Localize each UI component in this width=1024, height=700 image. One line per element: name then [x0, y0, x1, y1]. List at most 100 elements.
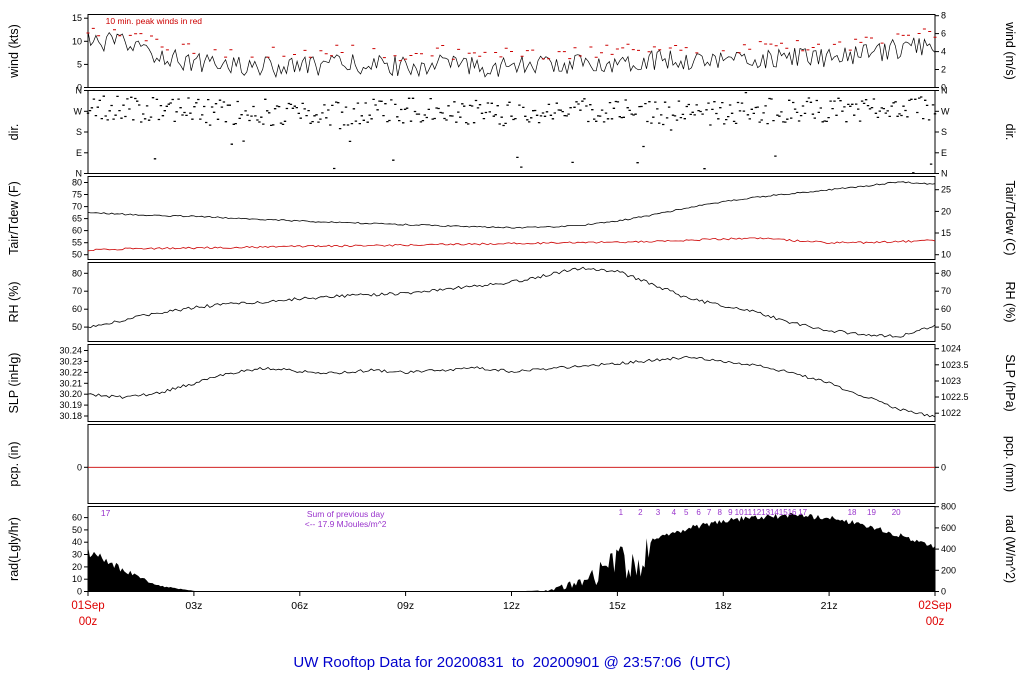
- x-end-date: 02Sep: [918, 600, 952, 612]
- dir-left-axis-title-text: dir.: [7, 123, 21, 141]
- x-start-label: 01Sep 00z: [71, 598, 104, 630]
- wind-left-axis-title-text: wind (kts): [7, 24, 21, 78]
- svg-text:E: E: [941, 148, 947, 158]
- svg-text:3: 3: [656, 508, 661, 517]
- svg-text:65: 65: [72, 214, 82, 224]
- dir-scatter-marks: [86, 91, 937, 174]
- svg-text:80: 80: [72, 268, 82, 278]
- svg-text:25: 25: [941, 185, 951, 195]
- wind-right-axis-title: wind (m/s): [996, 14, 1024, 88]
- svg-text:30.19: 30.19: [59, 400, 82, 410]
- humidity-plot: 50 60 70 80 50 60 70 80: [72, 262, 951, 342]
- svg-text:S: S: [76, 127, 82, 137]
- svg-text:30.23: 30.23: [59, 356, 82, 366]
- rad-area-fill: [88, 512, 935, 592]
- svg-text:W: W: [74, 106, 83, 116]
- svg-text:50: 50: [72, 525, 82, 535]
- wind-left-axis-title: wind (kts): [0, 14, 28, 88]
- slp-frame: [87, 344, 936, 422]
- rh-right-axis-title: RH (%): [996, 262, 1024, 342]
- temp-series-Tair_F: [87, 181, 936, 229]
- svg-text:14: 14: [770, 508, 779, 517]
- dir-frame: [87, 90, 936, 174]
- svg-text:70: 70: [72, 286, 82, 296]
- rad-right-axis-title: rad (W/m^2): [996, 506, 1024, 592]
- svg-text:1022.5: 1022.5: [941, 392, 969, 402]
- rad-left-axis-title-text: rad(Lgly/hr): [7, 517, 21, 581]
- svg-text:2: 2: [638, 508, 643, 517]
- pcp-right-axis-title: pcp. (mm): [996, 424, 1024, 504]
- slp-left-axis-title-text: SLP (inHg): [7, 352, 21, 414]
- svg-text:10: 10: [941, 250, 951, 260]
- temp-frame: [87, 176, 936, 260]
- x-end-hour: 00z: [925, 616, 945, 628]
- svg-text:800: 800: [941, 502, 956, 512]
- svg-text:0: 0: [77, 587, 82, 597]
- svg-text:50: 50: [72, 322, 82, 332]
- svg-text:400: 400: [941, 544, 956, 554]
- x-tick-label-03z: 03z: [185, 600, 203, 612]
- x-axis: 01Sep 00z 03z 06z 09z 12z 15z 18z 21z 02Sep 00…: [0, 594, 1024, 640]
- svg-text:60: 60: [72, 513, 82, 523]
- svg-text:0: 0: [77, 462, 82, 472]
- rad-left-axis-title: rad(Lgly/hr): [0, 506, 28, 592]
- x-end-label: 02Sep 00z: [918, 598, 951, 630]
- pcp-frame: [87, 424, 936, 504]
- svg-text:4: 4: [672, 508, 677, 517]
- svg-text:<-- 17.9 MJoules/m^2: <-- 17.9 MJoules/m^2: [305, 519, 387, 529]
- svg-text:10: 10: [72, 36, 82, 46]
- wind-plot: 0 5 10 15 0 2 4 6 8 10 min. peak winds in red: [72, 11, 946, 93]
- svg-text:18: 18: [848, 508, 857, 517]
- svg-text:600: 600: [941, 523, 956, 533]
- svg-text:15: 15: [779, 508, 788, 517]
- svg-text:60: 60: [72, 304, 82, 314]
- dir-right-axis-title-text: dir.: [1003, 123, 1017, 141]
- svg-text:10: 10: [72, 574, 82, 584]
- temp-right-axis-title-text: Tair/Tdew (C): [1003, 180, 1017, 256]
- svg-text:E: E: [76, 148, 82, 158]
- svg-text:4: 4: [941, 47, 946, 57]
- svg-text:1023: 1023: [941, 376, 961, 386]
- svg-text:W: W: [941, 106, 950, 116]
- slp-right-axis-title: SLP (hPa): [996, 344, 1024, 422]
- svg-text:1023.5: 1023.5: [941, 360, 969, 370]
- svg-text:2: 2: [941, 65, 946, 75]
- svg-text:0: 0: [941, 587, 946, 597]
- x-tick-label-15z: 15z: [608, 600, 626, 612]
- x-start-date: 01Sep: [71, 600, 105, 612]
- svg-text:19: 19: [867, 508, 876, 517]
- svg-text:17: 17: [798, 508, 807, 517]
- svg-text:10 min. peak winds in red: 10 min. peak winds in red: [106, 16, 203, 26]
- slp-right-axis-title-text: SLP (hPa): [1003, 354, 1017, 412]
- dir-left-axis-title: dir.: [0, 90, 28, 174]
- wind-right-axis-title-text: wind (m/s): [1003, 22, 1017, 80]
- svg-text:N: N: [76, 169, 83, 179]
- svg-text:11: 11: [744, 508, 753, 517]
- rh-left-axis-title: RH (%): [0, 262, 28, 342]
- rh-frame: [87, 262, 936, 342]
- humidity-panel-row: RH (%) 50 60 70 80 50 60 70 80 RH (%): [0, 262, 1024, 342]
- svg-text:1022: 1022: [941, 408, 961, 418]
- pcp-left-axis-title-text: pcp. (in): [7, 441, 21, 487]
- wind-series-line: [87, 31, 936, 79]
- chart-title: UW Rooftop Data for 20200831 to 20200901…: [293, 654, 731, 671]
- temp-series-Tdew_F: [87, 237, 936, 252]
- svg-text:200: 200: [941, 565, 956, 575]
- svg-text:30.20: 30.20: [59, 389, 82, 399]
- svg-text:5: 5: [684, 508, 689, 517]
- wind-panel-row: wind (kts) 0 5 10 15 0 2 4 6 8 10 min. peak winds…: [0, 11, 1024, 93]
- svg-text:30.18: 30.18: [59, 411, 82, 421]
- pcp-right-axis-title-text: pcp. (mm): [1003, 435, 1017, 493]
- temp-left-axis-title: Tair/Tdew (F): [0, 176, 28, 260]
- svg-text:70: 70: [941, 286, 951, 296]
- x-tick-label-21z: 21z: [820, 600, 838, 612]
- svg-text:50: 50: [72, 250, 82, 260]
- svg-text:20: 20: [72, 562, 82, 572]
- svg-text:80: 80: [72, 178, 82, 188]
- x-tick-label-18z: 18z: [714, 600, 732, 612]
